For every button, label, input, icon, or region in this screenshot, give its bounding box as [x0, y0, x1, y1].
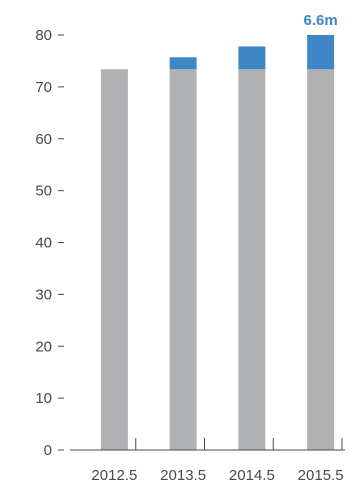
y-tick-label-20: 20: [35, 338, 52, 355]
bar-2013.5-series-1: [169, 57, 197, 70]
bar-2013.5-series-0: [169, 69, 197, 451]
bar-2012.5-series-0: [100, 69, 128, 451]
y-tick-label-60: 60: [35, 131, 52, 148]
y-tick-label-10: 10: [35, 390, 52, 407]
bar-2014.5-series-0: [238, 69, 266, 451]
annotations: 6.6m: [304, 12, 338, 29]
x-tick-label-2014.5: 2014.5: [229, 467, 275, 484]
x-tick-label-2013.5: 2013.5: [160, 467, 206, 484]
y-tick-label-70: 70: [35, 79, 52, 96]
x-tick-label-2012.5: 2012.5: [91, 467, 137, 484]
x-tick-label-2015.5: 2015.5: [298, 467, 344, 484]
y-axis: 0 10 20 30 40 50 60 70 80: [35, 27, 64, 459]
data-label-2015.5: 6.6m: [304, 12, 338, 29]
bar-2015.5-series-0: [307, 69, 335, 451]
x-axis: 2012.5 2013.5 2014.5 2015.5: [70, 438, 345, 484]
y-tick-label-40: 40: [35, 235, 52, 252]
y-tick-label-0: 0: [44, 442, 52, 459]
bar-2015.5-series-1: [307, 35, 335, 70]
y-tick-label-80: 80: [35, 27, 52, 44]
bars: [100, 35, 335, 451]
y-tick-label-30: 30: [35, 286, 52, 303]
bar-2014.5-series-1: [238, 46, 266, 70]
y-tick-label-50: 50: [35, 183, 52, 200]
